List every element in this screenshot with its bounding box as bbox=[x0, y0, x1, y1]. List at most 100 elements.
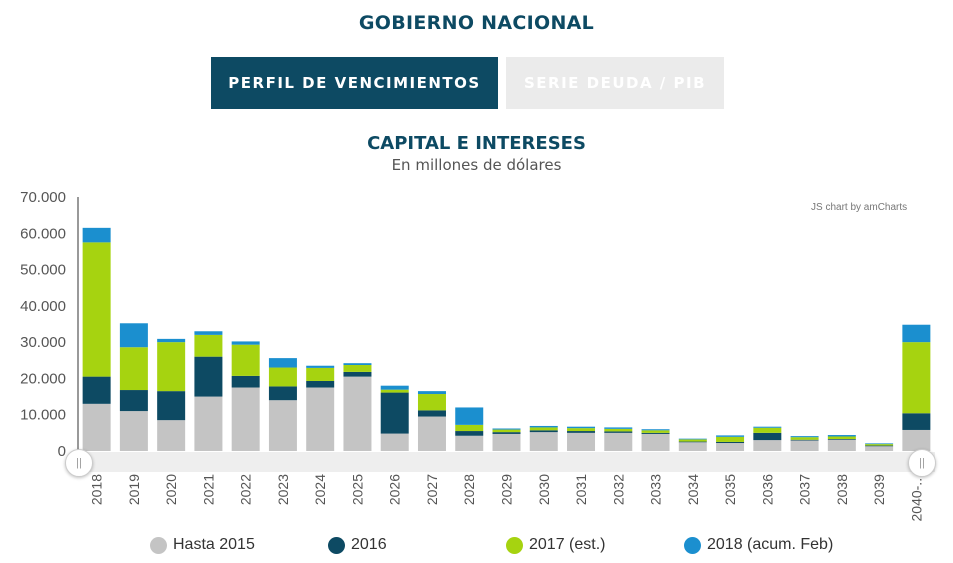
bar-segment bbox=[306, 367, 335, 381]
y-tick-label: 40.000 bbox=[20, 298, 66, 315]
x-tick-label: 2025 bbox=[349, 474, 365, 505]
bar-segment bbox=[902, 429, 931, 451]
bar-segment bbox=[716, 435, 745, 437]
bar-segment bbox=[604, 427, 633, 429]
bar-segment bbox=[641, 429, 670, 431]
bar-segment bbox=[119, 347, 148, 391]
bar-segment bbox=[268, 400, 297, 451]
bar-segment bbox=[865, 446, 894, 451]
bar-segment bbox=[194, 334, 223, 357]
legend-marker-icon bbox=[506, 536, 523, 554]
bar-segment bbox=[492, 433, 521, 451]
bar-segment bbox=[604, 428, 633, 432]
legend-item-2016[interactable]: 2016 bbox=[328, 534, 387, 556]
bar-segment bbox=[678, 441, 707, 443]
bar-segment bbox=[343, 371, 372, 377]
bar-segment bbox=[417, 394, 446, 411]
bar-segment bbox=[529, 432, 558, 451]
scrollbar-left-handle[interactable]: || bbox=[65, 449, 93, 477]
bar-chart: 0 10.000 20.000 30.000 40.000 50.000 60.000 70.… bbox=[20, 189, 935, 521]
y-tick-label: 70.000 bbox=[20, 189, 66, 206]
bar-segment bbox=[119, 411, 148, 451]
x-tick-label: 2031 bbox=[573, 474, 589, 505]
legend-item-hasta-2015[interactable]: Hasta 2015 bbox=[150, 534, 255, 556]
page-title: GOBIERNO NACIONAL bbox=[358, 12, 595, 34]
bar-segment bbox=[641, 430, 670, 433]
bar-segment bbox=[157, 338, 186, 343]
bar-segment bbox=[678, 442, 707, 451]
bar-segment bbox=[231, 387, 260, 451]
bar-segment bbox=[753, 427, 782, 433]
bar-segment bbox=[417, 410, 446, 417]
bar-segment bbox=[827, 439, 856, 440]
bar-segment bbox=[380, 392, 409, 434]
bar-segment bbox=[716, 443, 745, 451]
bar-segment bbox=[716, 436, 745, 442]
bar-segment bbox=[343, 365, 372, 372]
bar-segment bbox=[492, 429, 521, 433]
bar-segment bbox=[902, 342, 931, 414]
bar-segment bbox=[790, 437, 819, 440]
bar-segment bbox=[119, 390, 148, 412]
x-tick-label: 2038 bbox=[834, 474, 850, 505]
bar-segment bbox=[343, 363, 372, 366]
y-tick-label: 0 bbox=[58, 443, 66, 460]
bar-segment bbox=[790, 439, 819, 441]
x-tick-label: 2029 bbox=[499, 474, 515, 505]
bar-segment bbox=[455, 407, 484, 425]
bar-segment bbox=[343, 376, 372, 451]
bar-segment bbox=[865, 444, 894, 446]
bar-segment bbox=[529, 427, 558, 431]
legend-label: Hasta 2015 bbox=[173, 536, 255, 553]
bar-segment bbox=[678, 439, 707, 442]
y-tick-label: 30.000 bbox=[20, 334, 66, 351]
x-tick-label: 2030 bbox=[536, 474, 552, 505]
x-tick-label: 2026 bbox=[387, 474, 403, 505]
scrollbar-right-handle[interactable]: || bbox=[908, 449, 936, 477]
x-tick-label: 2039 bbox=[871, 474, 887, 505]
amcharts-credit-link[interactable]: JS chart by amCharts bbox=[811, 202, 908, 213]
bar-segment bbox=[82, 376, 111, 404]
legend-marker-icon bbox=[150, 536, 167, 554]
bar-segment bbox=[492, 428, 521, 430]
x-tick-label: 2023 bbox=[275, 474, 291, 505]
legend-item-2018-acum-feb[interactable]: 2018 (acum. Feb) bbox=[684, 534, 833, 556]
bar-segment bbox=[902, 324, 931, 343]
bar-segment bbox=[119, 323, 148, 348]
bar-segment bbox=[82, 242, 111, 377]
x-tick-label: 2033 bbox=[648, 474, 664, 505]
bar-segment bbox=[492, 432, 521, 434]
bar-segment bbox=[455, 435, 484, 451]
bar-segment bbox=[567, 432, 596, 451]
legend-marker-icon bbox=[328, 536, 345, 554]
chart-subtitle: En millones de dólares bbox=[391, 156, 562, 174]
x-tick-label: 2037 bbox=[797, 474, 813, 505]
x-tick-label: 2020 bbox=[163, 474, 179, 505]
bar-segment bbox=[604, 431, 633, 433]
bar-segment bbox=[753, 440, 782, 451]
tab-serie-deuda-pib[interactable]: SERIE DEUDA / PIB bbox=[506, 57, 724, 109]
x-tick-label: 2022 bbox=[238, 474, 254, 505]
bar-segment bbox=[157, 391, 186, 421]
bar-segment bbox=[865, 445, 894, 447]
chart-legend: Hasta 2015 2016 2017 (est.) 2018 (acum. … bbox=[0, 534, 953, 556]
x-tick-label: 2034 bbox=[685, 474, 701, 505]
x-tick-label: 2027 bbox=[424, 474, 440, 505]
bar-segment bbox=[268, 367, 297, 387]
x-tick-label: 2028 bbox=[461, 474, 477, 505]
x-tick-label: 2021 bbox=[200, 474, 216, 505]
legend-item-2017-est[interactable]: 2017 (est.) bbox=[506, 534, 605, 556]
bar-segment bbox=[567, 428, 596, 432]
bar-segment bbox=[567, 431, 596, 433]
y-tick-label: 60.000 bbox=[20, 225, 66, 242]
bar-segment bbox=[268, 386, 297, 401]
legend-label: 2016 bbox=[351, 536, 387, 553]
chart-title: CAPITAL E INTERESES bbox=[367, 133, 586, 154]
tab-perfil-de-vencimientos[interactable]: PERFIL DE VENCIMIENTOS bbox=[211, 57, 498, 109]
bar-segment bbox=[194, 356, 223, 397]
bar-segment bbox=[529, 430, 558, 433]
bar-segment bbox=[827, 436, 856, 440]
bar-segment bbox=[455, 431, 484, 436]
bar-segment bbox=[268, 358, 297, 368]
x-tick-label: 2036 bbox=[759, 474, 775, 505]
